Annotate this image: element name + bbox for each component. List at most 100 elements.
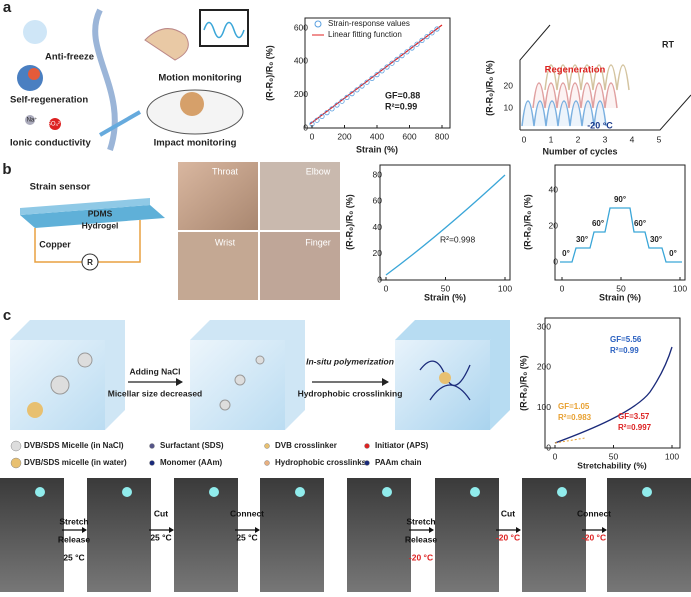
x-axis-label: Strain (%) [356,144,398,154]
arrow-head [82,527,87,533]
annotation: Regeneration [545,65,606,76]
strip-label: 25 °C [236,532,257,542]
strip-label: -20 °C [496,532,520,542]
photo-label: Elbow [306,166,331,176]
y-tick-label: 0 [377,274,382,284]
annotation: GF=5.56 [610,335,642,344]
legend-label: DVB/SDS Micelle (in NaCl) [24,441,124,450]
illustration-a [17,8,249,151]
legend-label: DVB crosslinker [275,441,337,450]
annotation: 60° [592,219,604,228]
photo [87,478,151,592]
y-axis-label: (R-R₀)/R₀ (%) [264,45,274,101]
illustration-label: Motion monitoring [158,73,242,84]
y-axis-label: (R-R₀)/R₀ (%) [344,194,354,250]
legend-label: Surfactant (SDS) [160,441,224,450]
y-tick-label: 400 [294,56,308,66]
sensor-label: Copper [39,239,71,249]
legend-label: Hydrophobic crosslinks [275,458,367,467]
led [557,487,567,497]
illustration-label: Ionic conductivity [10,138,91,149]
y-tick-label: 60 [373,196,383,206]
legend-label: DVB/SDS micelle (in water) [24,458,127,467]
led [122,487,132,497]
point-decor [374,72,380,78]
point-decor [424,33,430,40]
legend-marker [264,443,270,449]
x-axis-label: Stretchability (%) [577,460,647,470]
point-decor [319,113,325,120]
arrow-head [255,527,260,533]
sensor-label: R [87,258,93,267]
point-decor [384,64,390,70]
step-label: Micellar size decreased [108,388,203,398]
legend-marker [149,460,155,466]
point-decor [414,41,420,47]
x-tick-label: 800 [435,131,449,141]
y-tick-label: 20 [373,248,383,258]
x-tick-label: 400 [370,131,384,141]
annotation: R²=0.998 [440,234,475,244]
legend-label: Strain-response values [328,19,410,28]
annotation: 60° [634,219,646,228]
y-tick-label: 300 [537,321,551,331]
point-decor [429,30,435,36]
point-decor [349,91,355,97]
legend-label: Monomer (AAm) [160,458,223,467]
plot-2 [519,24,691,131]
sensor-title: Strain sensor [30,182,91,193]
led [295,487,305,497]
strip-label: -20 °C [582,532,606,542]
y-axis-label: (R-R₀)/R₀ (%) [518,355,528,411]
annotation: 0° [669,249,677,258]
point-decor [334,102,340,108]
x-tick-label: 0 [384,283,389,293]
annotation: R²=0.983 [558,413,592,422]
y-axis-label: (R-R₀)/R₀ (%) [484,60,494,116]
y-tick-label: 200 [537,362,551,372]
led [35,487,45,497]
annotation: 30° [650,235,662,244]
point-decor [399,52,405,59]
point-decor [394,56,400,63]
point-decor [364,79,370,85]
x-tick-label: 600 [402,131,416,141]
x-axis-label: Number of cycles [542,146,617,156]
cubes [10,320,510,430]
photo-label: Finger [305,237,331,247]
led [209,487,219,497]
strip-label: -20 °C [409,552,433,562]
x-tick-label: 50 [441,283,451,293]
ion-label: Na⁺ [27,117,38,124]
y-tick-label: 100 [537,402,551,412]
point-decor [329,106,335,112]
panel-label: b [2,161,11,178]
strip-label: Release [58,534,90,544]
x-tick-label: 1 [549,134,554,144]
point-decor [419,37,425,44]
photo [174,478,238,592]
photo [522,478,586,592]
x-tick-label: 4 [630,134,635,144]
strip-label: Connect [230,508,264,518]
panel-label: c [3,307,11,324]
annotation: R²=0.99 [385,101,417,111]
x-tick-label: 3 [603,134,608,144]
photo [260,478,324,592]
photo [607,478,691,592]
step-label: Adding NaCl [130,366,181,376]
annotation: GF=1.05 [558,402,590,411]
annotation: 90° [614,195,626,204]
led [382,487,392,497]
x-tick-label: 50 [616,283,626,293]
x-tick-label: 0 [522,134,527,144]
point-decor [434,26,440,32]
photo-label: Wrist [215,237,236,247]
annotation: R²=0.997 [618,423,652,432]
y-tick-label: 40 [549,184,559,194]
photo [0,478,64,592]
step-label: Hydrophobic crosslinking [298,388,403,398]
y-tick-label: 0 [303,122,308,132]
annotation: R²=0.99 [610,346,639,355]
